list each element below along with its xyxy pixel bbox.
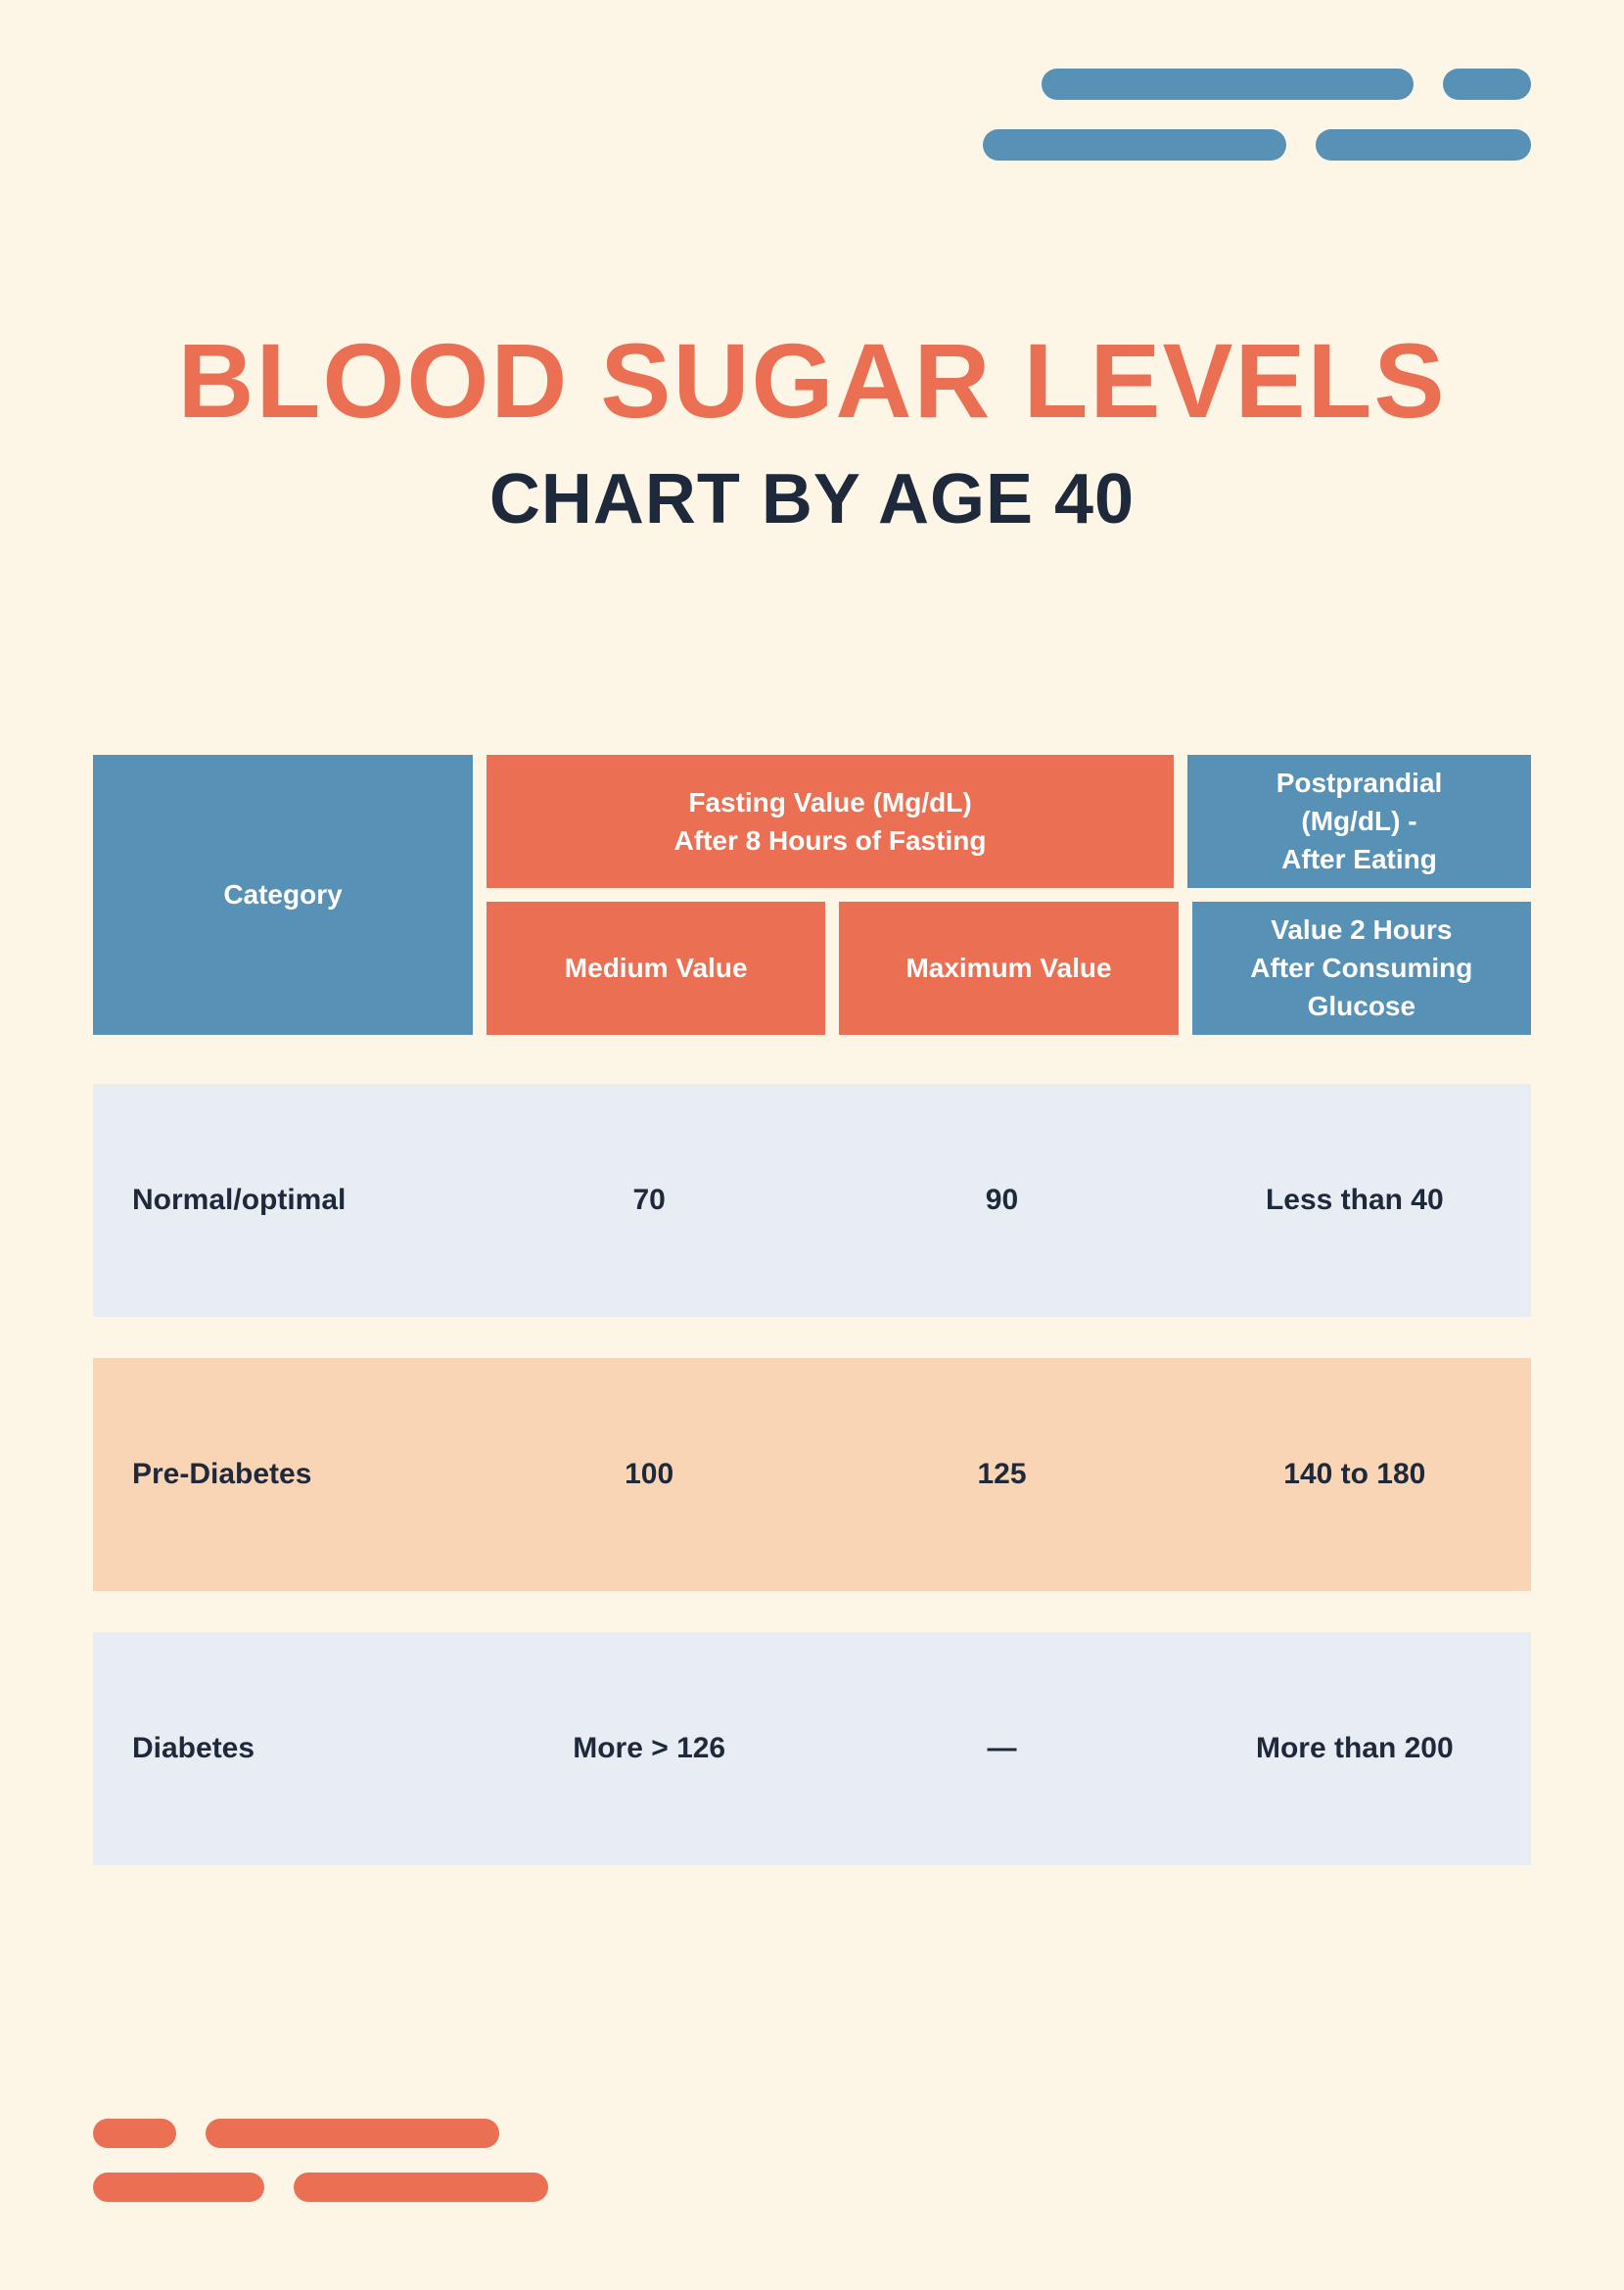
header-fasting: Fasting Value (Mg/dL) After 8 Hours of F… — [487, 755, 1174, 888]
table-row: Pre-Diabetes100125140 to 180 — [93, 1358, 1531, 1591]
deco-top-row-1 — [1042, 69, 1531, 100]
deco-bar — [1316, 129, 1531, 161]
header-fasting-line2: After 8 Hours of Fasting — [674, 821, 987, 860]
header-glucose-line3: Glucose — [1308, 987, 1415, 1025]
table-header: Category Fasting Value (Mg/dL) After 8 H… — [93, 755, 1531, 1035]
header-top-row: Fasting Value (Mg/dL) After 8 Hours of F… — [487, 755, 1531, 888]
deco-top-row-2 — [983, 129, 1531, 161]
category-cell: Pre-Diabetes — [93, 1358, 473, 1591]
deco-bar — [93, 2173, 264, 2202]
medium-cell: 70 — [473, 1084, 825, 1317]
header-postprandial-line2: (Mg/dL) - — [1301, 802, 1416, 840]
category-cell: Normal/optimal — [93, 1084, 473, 1317]
medium-cell: More > 126 — [473, 1632, 825, 1865]
header-right: Fasting Value (Mg/dL) After 8 Hours of F… — [487, 755, 1531, 1035]
table-row: Normal/optimal7090Less than 40 — [93, 1084, 1531, 1317]
header-postprandial-line1: Postprandial — [1276, 764, 1443, 802]
deco-bar — [294, 2173, 548, 2202]
maximum-cell: 125 — [825, 1358, 1178, 1591]
deco-bar — [93, 2119, 176, 2148]
postprandial-cell: Less than 40 — [1179, 1084, 1531, 1317]
deco-bottom-row-1 — [93, 2119, 499, 2148]
medium-cell: 100 — [473, 1358, 825, 1591]
main-title: BLOOD SUGAR LEVELS — [0, 323, 1624, 440]
maximum-cell: 90 — [825, 1084, 1178, 1317]
table-container: Category Fasting Value (Mg/dL) After 8 H… — [93, 755, 1531, 1865]
data-rows: Normal/optimal7090Less than 40 Pre-Diabet… — [93, 1084, 1531, 1865]
header-maximum: Maximum Value — [839, 902, 1178, 1035]
header-glucose: Value 2 Hours After Consuming Glucose — [1192, 902, 1531, 1035]
bottom-decoration — [93, 2119, 548, 2202]
deco-bar — [983, 129, 1286, 161]
deco-bar — [1042, 69, 1414, 100]
postprandial-cell: 140 to 180 — [1179, 1358, 1531, 1591]
header-glucose-line2: After Consuming — [1250, 949, 1472, 987]
deco-bottom-row-2 — [93, 2173, 548, 2202]
header-glucose-line1: Value 2 Hours — [1271, 911, 1452, 949]
category-cell: Diabetes — [93, 1632, 473, 1865]
header-fasting-line1: Fasting Value (Mg/dL) — [688, 783, 971, 821]
header-postprandial-line3: After Eating — [1281, 840, 1437, 878]
deco-bar — [206, 2119, 499, 2148]
sub-title: CHART BY AGE 40 — [0, 459, 1624, 539]
header-medium: Medium Value — [487, 902, 825, 1035]
table-row: DiabetesMore > 126—More than 200 — [93, 1632, 1531, 1865]
header-bottom-row: Medium Value Maximum Value Value 2 Hours… — [487, 902, 1531, 1035]
postprandial-cell: More than 200 — [1179, 1632, 1531, 1865]
maximum-cell: — — [825, 1632, 1178, 1865]
header-postprandial: Postprandial (Mg/dL) - After Eating — [1187, 755, 1531, 888]
deco-bar — [1443, 69, 1531, 100]
top-decoration — [983, 69, 1531, 161]
header-category: Category — [93, 755, 473, 1035]
